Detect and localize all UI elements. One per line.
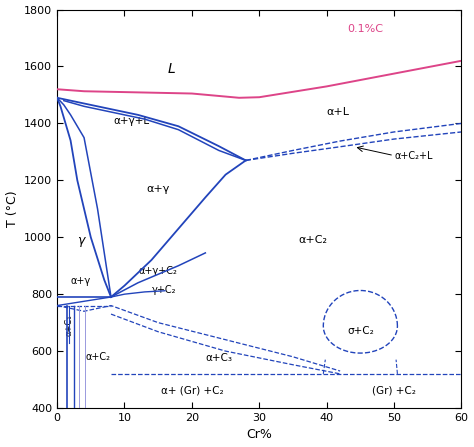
Text: γ: γ xyxy=(77,234,84,247)
Text: α+C₂: α+C₂ xyxy=(299,235,328,245)
X-axis label: Cr%: Cr% xyxy=(246,428,272,442)
Text: L: L xyxy=(168,62,175,76)
Text: α+C₁: α+C₁ xyxy=(65,315,74,336)
Text: α+ (Gr) +C₂: α+ (Gr) +C₂ xyxy=(161,386,223,396)
Text: 0.1%C: 0.1%C xyxy=(347,25,383,34)
Text: (Gr) +C₂: (Gr) +C₂ xyxy=(372,386,416,396)
Text: α+γ+C₂: α+γ+C₂ xyxy=(139,266,178,276)
Text: α+γ: α+γ xyxy=(71,276,91,287)
Text: α+C₂+L: α+C₂+L xyxy=(394,151,433,161)
Text: γ+C₂: γ+C₂ xyxy=(152,285,176,295)
Y-axis label: T (°C): T (°C) xyxy=(6,190,18,227)
Text: α+C₂: α+C₂ xyxy=(85,352,110,362)
Text: σ+C₂: σ+C₂ xyxy=(347,325,374,336)
Text: α+C₃: α+C₃ xyxy=(205,353,232,363)
Text: α+L: α+L xyxy=(327,107,350,117)
Text: α+γ+L: α+γ+L xyxy=(113,116,149,126)
Text: α+γ: α+γ xyxy=(146,184,170,194)
